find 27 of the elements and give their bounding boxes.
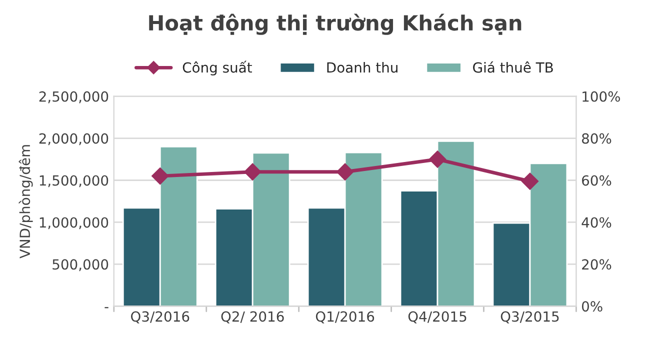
legend-label: Doanh thu xyxy=(327,62,398,73)
legend-label: Công suất xyxy=(182,60,252,76)
y-tick-label: 2,500,000 xyxy=(39,91,108,104)
legend-label: Giá thuê TB xyxy=(473,61,553,73)
y-tick-label: 500,000 xyxy=(52,259,108,272)
point xyxy=(244,163,262,180)
x-tick-label: Q3/2015 xyxy=(500,311,559,324)
y2-tick-label: 80% xyxy=(582,133,612,144)
x-tick-label: Q1/2016 xyxy=(316,311,374,324)
chart-title: Hoạt động thị trường Khách sạn xyxy=(149,14,522,35)
y2-tick-label: 100% xyxy=(582,91,620,102)
point xyxy=(152,168,169,185)
point xyxy=(336,163,354,180)
x-tick-label: Q4/2015 xyxy=(408,311,466,324)
y-axis-title: VND/phòng/đêm xyxy=(18,145,33,258)
y2-tick-label: 0% xyxy=(582,301,602,312)
y2-tick-label: 40% xyxy=(582,217,612,228)
x-tick-label: Q3/2016 xyxy=(131,311,190,324)
point xyxy=(521,172,539,190)
y-tick-label: 2,000,000 xyxy=(39,133,108,146)
y-tick-label: 1,500,000 xyxy=(40,175,108,188)
y2-tick-label: 20% xyxy=(582,259,612,270)
y-tick-label: - xyxy=(104,307,108,308)
point xyxy=(428,150,446,168)
x-tick-label: Q2/ 2016 xyxy=(221,311,284,324)
y2-tick-label: 60% xyxy=(582,175,612,186)
y-tick-label: 1,000,000 xyxy=(40,217,108,230)
